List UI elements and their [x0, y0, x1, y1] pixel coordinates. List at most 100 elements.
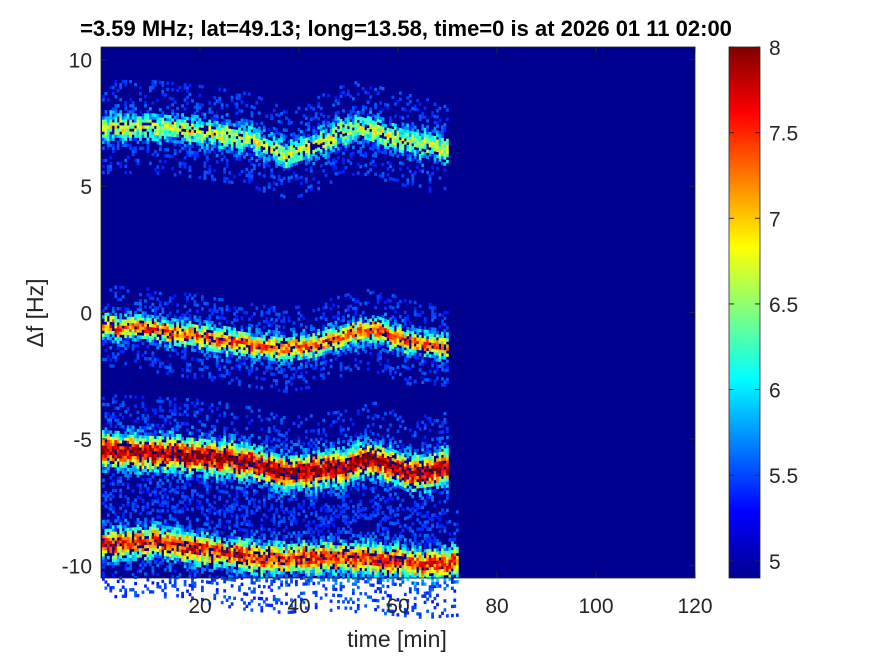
heatmap-cell-band-1	[191, 153, 194, 158]
heatmap-cell-band-3	[215, 510, 219, 514]
heatmap-cell-band-2	[376, 355, 380, 359]
heatmap-cell-band-2	[277, 355, 281, 359]
heatmap-cell-band-3	[228, 494, 231, 498]
heatmap-cell-band-1	[354, 129, 358, 133]
heatmap-cell-band-2	[361, 320, 365, 324]
heatmap-cell-band-2	[104, 318, 108, 322]
heatmap-cell-band-1	[307, 127, 311, 132]
heatmap-cell-band-3	[304, 478, 308, 482]
heatmap-cell-band-2	[218, 322, 222, 326]
heatmap-cell-band-2	[295, 387, 298, 392]
heatmap-cell-band-3	[121, 400, 125, 405]
heatmap-cell-band-3	[106, 469, 110, 474]
heatmap-cell-band-2	[136, 317, 140, 321]
heatmap-cell-band-1	[285, 116, 288, 120]
heatmap-cell-band-3	[141, 459, 145, 463]
heatmap-cell-band-3	[272, 482, 276, 487]
heatmap-cell-band-1	[384, 124, 387, 128]
heatmap-cell-band-2	[403, 350, 407, 354]
heatmap-cell-band-2	[423, 378, 427, 382]
heatmap-cell-band-2	[438, 325, 442, 329]
heatmap-cell-band-1	[228, 140, 231, 145]
heatmap-cell-band-3	[312, 456, 316, 460]
heatmap-cell-band-3	[111, 464, 115, 468]
heatmap-cell-band-1	[391, 147, 395, 151]
heatmap-cell-band-2	[406, 314, 410, 319]
heatmap-cell-band-1	[431, 165, 434, 170]
heatmap-cell-band-3	[139, 426, 142, 430]
heatmap-cell-band-2	[384, 306, 387, 310]
heatmap-cell-band-2	[426, 351, 429, 355]
heatmap-cell-band-1	[183, 116, 187, 120]
heatmap-cell-band-1	[210, 110, 214, 115]
heatmap-cell-band-3	[248, 472, 251, 477]
heatmap-cell-band-1	[250, 153, 254, 157]
heatmap-cell-band-1	[240, 145, 244, 150]
heatmap-cell-band-3	[173, 412, 177, 416]
heatmap-cell-band-3	[282, 440, 286, 444]
heatmap-cell-band-2	[337, 326, 340, 330]
heatmap-cell-band-1	[446, 117, 449, 121]
heatmap-cell-band-3	[201, 432, 204, 436]
heatmap-cell-band-3	[144, 438, 147, 442]
heatmap-cell-band-2	[151, 333, 155, 337]
heatmap-cell-band-2	[369, 318, 373, 322]
heatmap-cell-band-2	[396, 365, 400, 370]
heatmap-cell-band-1	[413, 149, 417, 154]
heatmap-cell-band-1	[369, 162, 373, 166]
heatmap-cell-band-1	[114, 79, 118, 84]
heatmap-cell-band-2	[446, 326, 449, 330]
heatmap-cell-band-3	[181, 412, 184, 417]
heatmap-cell-band-1	[349, 131, 353, 135]
heatmap-cell-band-1	[243, 127, 246, 132]
heatmap-cell-band-1	[352, 97, 355, 101]
heatmap-cell-band-3	[285, 464, 288, 469]
heatmap-cell-band-1	[121, 137, 125, 141]
heatmap-cell-band-1	[183, 86, 187, 90]
heatmap-cell-band-1	[438, 143, 442, 147]
heatmap-cell-band-3	[297, 415, 301, 419]
heatmap-cell-band-1	[171, 167, 175, 171]
heatmap-cell-band-2	[126, 316, 130, 320]
heatmap-cell-band-2	[272, 357, 276, 361]
heatmap-cell-band-2	[384, 337, 387, 341]
heatmap-cell-band-1	[322, 129, 326, 134]
heatmap-cell-band-2	[235, 343, 239, 347]
heatmap-cell-band-3	[248, 406, 251, 410]
heatmap-cell-band-1	[173, 127, 177, 132]
heatmap-cell-band-1	[416, 165, 420, 169]
heatmap-cell-band-1	[349, 155, 353, 159]
heatmap-cell-band-2	[230, 342, 234, 346]
heatmap-cell-band-3	[225, 484, 229, 488]
heatmap-cell-band-1	[374, 145, 377, 149]
heatmap-cell-band-3	[146, 414, 150, 418]
heatmap-cell-band-2	[309, 342, 313, 347]
heatmap-cell-band-3	[257, 475, 261, 479]
heatmap-cell-band-3	[141, 413, 145, 418]
heatmap-cell-band-2	[418, 304, 422, 308]
heatmap-cell-band-2	[129, 319, 132, 324]
heatmap-cell-band-1	[238, 154, 241, 158]
heatmap-cell-band-2	[267, 347, 271, 352]
heatmap-cell-band-1	[210, 147, 214, 151]
heatmap-cell-band-2	[235, 315, 239, 320]
heatmap-cell-band-2	[255, 352, 259, 356]
heatmap-cell-band-3	[131, 449, 135, 454]
heatmap-cell-band-3	[168, 457, 172, 462]
heatmap-cell-band-1	[337, 150, 340, 154]
heatmap-cell-band-3	[238, 465, 241, 469]
heatmap-cell-band-2	[186, 374, 189, 379]
heatmap-cell-band-3	[126, 476, 130, 481]
heatmap-cell-band-2	[295, 342, 298, 346]
heatmap-cell-band-3	[168, 482, 172, 486]
heatmap-cell-band-2	[131, 344, 135, 348]
heatmap-cell-band-3	[304, 493, 308, 497]
heatmap-cell-band-3	[186, 458, 189, 463]
heatmap-cell-band-1	[154, 113, 157, 117]
heatmap-cell-band-3	[220, 450, 224, 454]
heatmap-cell-band-3	[146, 477, 150, 482]
heatmap-cell-band-1	[339, 125, 343, 129]
heatmap-cell-band-1	[322, 120, 326, 124]
heatmap-cell-band-1	[356, 141, 360, 145]
heatmap-cell-band-1	[109, 122, 113, 126]
